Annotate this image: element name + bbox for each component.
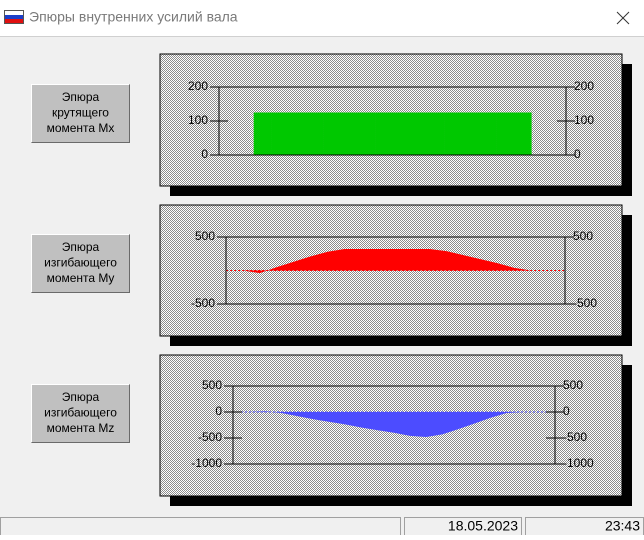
bar — [375, 112, 393, 155]
y2-tick-label: 500 — [563, 378, 583, 392]
button-highlight — [31, 234, 130, 293]
button-label: момента My — [47, 271, 115, 285]
y-tick-label: 500 — [195, 229, 215, 243]
button-label: Эпюра — [62, 240, 100, 254]
button-label: Эпюра — [62, 390, 100, 404]
y-tick-label: 200 — [188, 79, 208, 93]
area — [226, 249, 565, 274]
button-face — [31, 84, 130, 143]
y2-tick-label: -500 — [563, 430, 587, 444]
chart: 0 100 200 0 100 200 — [159, 53, 632, 196]
y2-tick-label: 200 — [574, 79, 594, 93]
chart: -1000 -500 0 500 -1000 -500 0 500 — [159, 354, 632, 506]
bar — [444, 112, 463, 155]
y2-tick-label: -500 — [573, 296, 597, 310]
bar — [253, 112, 272, 155]
bar — [271, 112, 289, 155]
y-tick-label: -500 — [198, 430, 222, 444]
button-label: изгибающего — [44, 406, 117, 420]
button-label: изгибающего — [44, 256, 117, 270]
bar — [340, 112, 359, 155]
chart: -500 500 -500 500 — [159, 204, 632, 346]
bar — [513, 112, 532, 155]
bar — [323, 112, 341, 155]
area — [233, 411, 555, 437]
status-time: 23:43 — [605, 518, 640, 534]
button-label: Эпюра — [62, 90, 100, 104]
bar — [427, 112, 445, 155]
y2-tick-label: 100 — [574, 113, 594, 127]
y-tick-label: 0 — [215, 404, 222, 418]
bar — [357, 112, 376, 155]
y-tick-label: -500 — [191, 296, 215, 310]
y2-tick-label: -1000 — [563, 456, 594, 470]
button-highlight — [31, 84, 130, 143]
y-tick-label: 500 — [202, 378, 222, 392]
bar — [409, 112, 428, 155]
bar — [392, 112, 411, 155]
bar — [461, 112, 480, 155]
app-icon — [4, 10, 24, 24]
y-tick-label: 100 — [188, 113, 208, 127]
bar — [288, 112, 307, 155]
y-tick-label: 0 — [201, 147, 208, 161]
button-highlight — [31, 384, 130, 443]
y2-tick-label: 0 — [563, 404, 570, 418]
status-bar: 18.05.2023 23:43 — [0, 517, 644, 536]
title-bar — [0, 0, 644, 36]
button-label: момента Mz — [47, 421, 115, 435]
button-shadow — [31, 384, 130, 443]
bar — [479, 112, 497, 155]
button-face — [31, 384, 130, 443]
status-date: 18.05.2023 — [448, 518, 518, 534]
button-shadow — [31, 234, 130, 293]
bar — [496, 112, 515, 155]
button-face — [31, 234, 130, 293]
window-title: Эпюры внутренних усилий вала — [29, 9, 238, 25]
button-label: момента Mx — [47, 121, 115, 135]
close-button[interactable] — [616, 11, 630, 25]
y2-tick-label: 0 — [574, 147, 581, 161]
y-tick-label: -1000 — [191, 456, 222, 470]
button-label: крутящего — [52, 106, 109, 120]
button-shadow — [31, 84, 130, 143]
bar — [305, 112, 324, 155]
y2-tick-label: 500 — [573, 229, 593, 243]
